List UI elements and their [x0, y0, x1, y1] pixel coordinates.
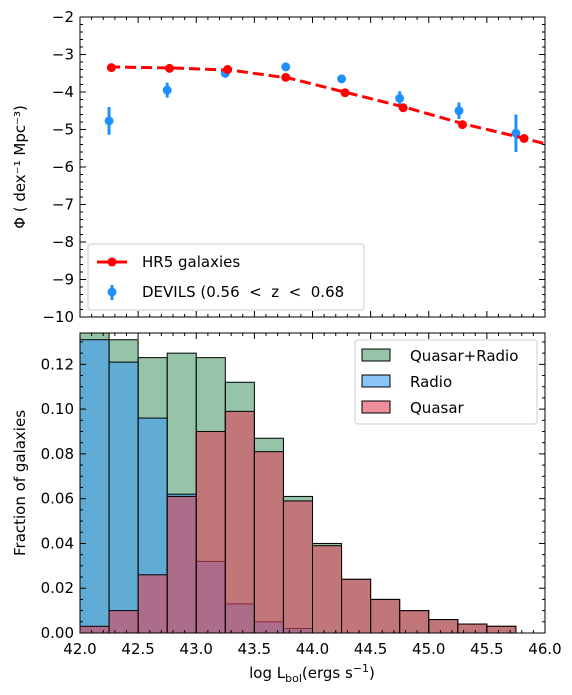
hr5-point	[165, 63, 175, 73]
top-y-tick-label: −3	[52, 46, 74, 64]
legend-marker-devils	[107, 287, 117, 297]
histogram-bar-radio	[79, 339, 110, 634]
hr5-point	[457, 120, 467, 130]
legend-marker-hr5	[107, 257, 117, 267]
devils-point	[281, 62, 291, 72]
top-y-axis-label: Φ ( dex⁻¹ Mpc⁻³)	[11, 105, 29, 229]
hr5-point	[106, 63, 116, 73]
hr5-point	[398, 103, 408, 113]
top-y-tick-label: −6	[52, 158, 74, 176]
legend-swatch-quasar-radio	[361, 348, 391, 362]
hr5-point	[223, 65, 233, 74]
top-plot-area	[104, 62, 546, 152]
bottom-y-tick-label: 0.04	[41, 534, 74, 552]
bottom-y-tick-label: 0.12	[41, 355, 74, 373]
histogram-bar-quasar	[486, 625, 517, 634]
bottom-x-tick-label: 45.0	[412, 640, 445, 658]
histogram-bar-quasar	[253, 451, 284, 634]
top-y-tick-label: −5	[52, 121, 74, 139]
histogram-bar-quasar	[312, 545, 343, 634]
devils-point	[454, 106, 464, 116]
bottom-y-tick-label: 0.00	[41, 624, 74, 642]
legend-label-quasar: Quasar	[410, 399, 465, 417]
histogram-bar-quasar	[457, 623, 488, 634]
top-legend-frame	[87, 243, 365, 311]
top-y-tick-labels: −10 −9 −8 −7 −6 −5 −4 −3 −2	[42, 8, 74, 326]
top-axes-frame	[79, 16, 546, 318]
top-y-tick-label: −4	[52, 83, 74, 101]
bottom-x-tick-label: 45.5	[470, 640, 503, 658]
bottom-x-tick-label: 44.0	[296, 640, 329, 658]
histogram-bar-quasar	[428, 619, 459, 634]
bottom-y-tick-label: 0.02	[41, 579, 74, 597]
bottom-y-tick-label: 0.10	[41, 400, 74, 418]
bottom-x-tick-label: 42.5	[121, 640, 154, 658]
bottom-x-tick-label: 43.0	[180, 640, 213, 658]
histogram-bar-quasar	[370, 598, 401, 634]
bottom-legend: Quasar+Radio Radio Quasar	[354, 339, 538, 425]
legend-swatch-radio	[361, 374, 391, 388]
histogram-bar-quasar	[166, 495, 197, 634]
bottom-x-tick-label: 43.5	[238, 640, 271, 658]
top-legend: HR5 galaxies DEVILS (0.56 < z < 0.68	[87, 243, 365, 311]
bottom-x-tick-label: 42.0	[63, 640, 96, 658]
histogram-bar-quasar	[399, 610, 430, 634]
bottom-y-tick-label: 0.08	[41, 445, 74, 463]
bottom-x-axis-label: log Lbol(ergs s−1)	[249, 662, 375, 685]
top-y-tick-label: −10	[42, 308, 74, 326]
top-y-tick-label: −8	[52, 233, 74, 251]
legend-label-radio: Radio	[410, 373, 452, 391]
hr5-point	[281, 72, 291, 82]
histogram-bar-quasar	[282, 500, 313, 634]
bottom-legend-frame	[354, 339, 538, 425]
devils-point	[337, 74, 347, 84]
histogram-bar-quasar	[224, 410, 255, 634]
bottom-y-axis-label: Fraction of galaxies	[11, 410, 29, 556]
legend-label-hr5: HR5 galaxies	[142, 253, 240, 271]
hr5-point	[340, 88, 350, 98]
top-y-tick-label: −7	[52, 196, 74, 214]
legend-swatch-quasar	[361, 400, 391, 414]
bottom-y-tick-labels: 0.00 0.02 0.04 0.06 0.08 0.10 0.12	[41, 355, 74, 642]
bottom-axes-frame	[79, 332, 546, 634]
histogram-bar-quasar	[341, 578, 372, 634]
bottom-x-tick-label: 46.0	[528, 640, 561, 658]
bottom-x-tick-label: 44.5	[354, 640, 387, 658]
histogram-bar-quasar	[108, 610, 139, 634]
bottom-y-tick-label: 0.06	[41, 490, 74, 508]
top-y-tick-label: −2	[52, 8, 74, 26]
fraction-histogram-panel: 0.00 0.02 0.04 0.06 0.08 0.10 0.12 42.0 42.5 43.…	[11, 332, 562, 685]
histogram-bar-quasar	[195, 431, 226, 634]
hr5-point	[519, 134, 529, 143]
devils-point	[395, 93, 405, 103]
devils-point	[162, 85, 172, 95]
histogram-bar-quasar	[137, 574, 168, 634]
devils-point	[104, 116, 114, 126]
legend-label-quasar-radio: Quasar+Radio	[410, 347, 518, 365]
histogram-bar-radio	[108, 361, 139, 634]
luminosity-function-panel: −10 −9 −8 −7 −6 −5 −4 −3 −2 Φ ( dex⁻¹ Mpc⁻³) HR5…	[11, 8, 546, 326]
histogram-bar-quasar	[79, 625, 110, 634]
top-y-tick-label: −9	[52, 271, 74, 289]
legend-label-devils: DEVILS (0.56 < z < 0.68	[142, 283, 344, 301]
bottom-x-tick-labels: 42.0 42.5 43.0 43.5 44.0 44.5 45.0 45.5 46.0	[63, 640, 561, 658]
